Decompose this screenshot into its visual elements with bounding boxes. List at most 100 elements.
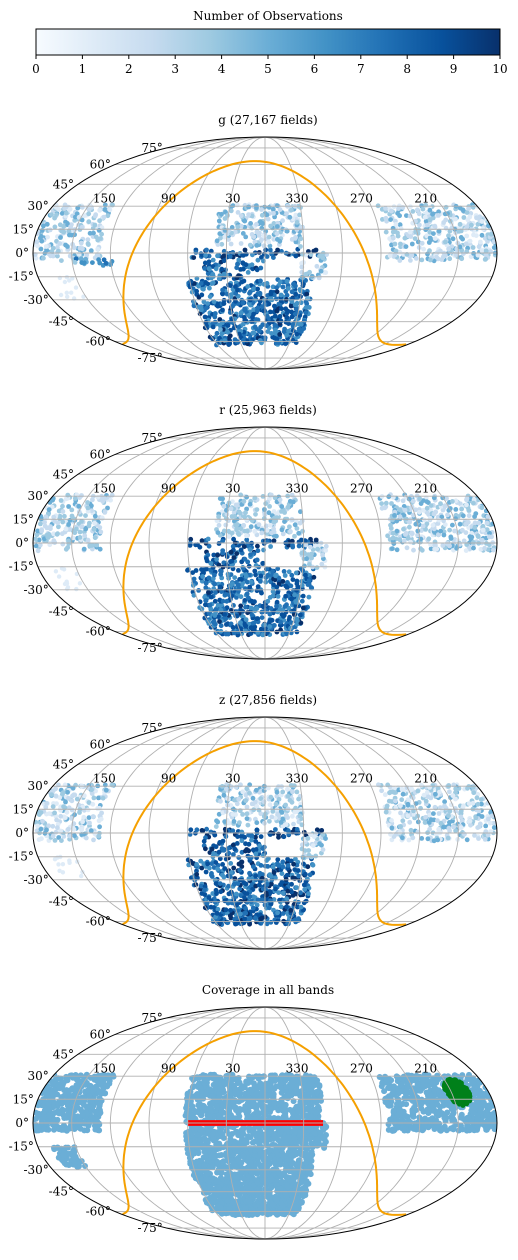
field-point bbox=[262, 308, 267, 314]
dec-tick-label: -30° bbox=[23, 293, 48, 307]
field-point bbox=[284, 899, 290, 905]
field-point bbox=[65, 826, 71, 832]
field-point bbox=[409, 241, 415, 247]
field-point bbox=[203, 602, 208, 608]
field-point bbox=[256, 522, 262, 527]
field-point bbox=[236, 861, 242, 867]
field-point bbox=[261, 799, 267, 804]
dec-tick-label: 75° bbox=[142, 721, 163, 735]
field-point bbox=[470, 784, 476, 790]
field-point bbox=[244, 891, 250, 896]
field-point bbox=[298, 890, 303, 896]
field-point bbox=[35, 548, 41, 554]
field-point bbox=[77, 535, 83, 540]
field-point bbox=[451, 824, 456, 830]
field-point bbox=[398, 241, 403, 247]
field-point bbox=[48, 253, 53, 259]
field-point bbox=[253, 834, 258, 840]
field-point bbox=[398, 803, 403, 809]
field-point bbox=[224, 598, 230, 604]
field-point bbox=[316, 275, 322, 281]
map-area bbox=[33, 137, 497, 369]
field-point bbox=[267, 243, 273, 249]
field-point bbox=[390, 517, 395, 523]
field-point bbox=[255, 286, 260, 292]
field-point bbox=[442, 503, 448, 509]
field-point bbox=[441, 220, 447, 225]
field-point bbox=[233, 502, 239, 508]
field-point bbox=[227, 913, 233, 919]
field-point bbox=[219, 241, 225, 247]
field-point bbox=[220, 838, 226, 844]
field-point bbox=[207, 850, 213, 855]
field-point bbox=[245, 541, 250, 546]
field-point bbox=[236, 796, 242, 802]
field-point bbox=[264, 882, 270, 887]
dec-tick-label: -60° bbox=[86, 914, 111, 928]
field-point bbox=[267, 309, 273, 315]
field-point bbox=[220, 307, 225, 313]
field-point bbox=[383, 500, 389, 506]
field-point bbox=[39, 836, 44, 842]
field-point bbox=[59, 211, 65, 216]
field-point bbox=[215, 303, 221, 309]
field-point bbox=[107, 207, 113, 213]
field-point bbox=[314, 827, 320, 833]
dec-tick-label: -75° bbox=[137, 351, 162, 365]
field-point bbox=[441, 824, 446, 830]
field-point bbox=[274, 308, 280, 314]
field-point bbox=[256, 250, 262, 255]
field-point bbox=[491, 547, 496, 553]
field-point bbox=[223, 786, 229, 792]
field-point bbox=[289, 881, 294, 887]
field-point bbox=[243, 510, 248, 516]
field-point bbox=[482, 837, 488, 842]
field-point bbox=[71, 826, 77, 832]
field-point bbox=[85, 237, 91, 243]
field-point bbox=[52, 215, 57, 221]
field-point bbox=[56, 574, 62, 579]
colorbar-tick-label: 7 bbox=[357, 62, 365, 76]
field-point bbox=[298, 509, 303, 515]
ra-tick-label: 150 bbox=[93, 772, 116, 786]
field-point bbox=[243, 234, 249, 240]
field-point bbox=[225, 329, 231, 335]
field-point bbox=[255, 257, 261, 263]
field-point bbox=[413, 256, 419, 261]
field-point bbox=[291, 821, 296, 827]
field-point bbox=[450, 236, 456, 242]
field-point bbox=[471, 232, 476, 238]
field-point bbox=[52, 224, 58, 230]
field-point bbox=[77, 581, 83, 586]
field-point bbox=[465, 217, 471, 223]
field-point bbox=[291, 281, 296, 287]
field-point bbox=[304, 291, 310, 297]
field-point bbox=[483, 248, 489, 254]
field-point bbox=[427, 207, 433, 213]
field-point bbox=[296, 539, 302, 545]
field-point bbox=[488, 231, 494, 237]
field-point bbox=[463, 241, 469, 247]
field-point bbox=[45, 534, 51, 540]
field-point bbox=[459, 506, 464, 512]
field-point bbox=[248, 625, 254, 631]
field-point bbox=[236, 273, 242, 278]
galactic-plane-line bbox=[122, 160, 407, 346]
field-point bbox=[274, 603, 279, 609]
field-point bbox=[97, 525, 103, 530]
field-point bbox=[394, 547, 400, 553]
field-point bbox=[64, 581, 70, 586]
field-point bbox=[320, 847, 326, 853]
field-point bbox=[275, 566, 281, 572]
field-point bbox=[401, 538, 407, 544]
field-point bbox=[398, 226, 404, 232]
field-point bbox=[64, 809, 70, 815]
field-point bbox=[227, 254, 233, 259]
field-point bbox=[72, 833, 77, 839]
field-point bbox=[254, 827, 260, 833]
field-point bbox=[311, 834, 317, 840]
field-point bbox=[242, 514, 248, 520]
field-point bbox=[291, 608, 296, 614]
field-point bbox=[34, 532, 40, 538]
field-point bbox=[251, 286, 256, 292]
